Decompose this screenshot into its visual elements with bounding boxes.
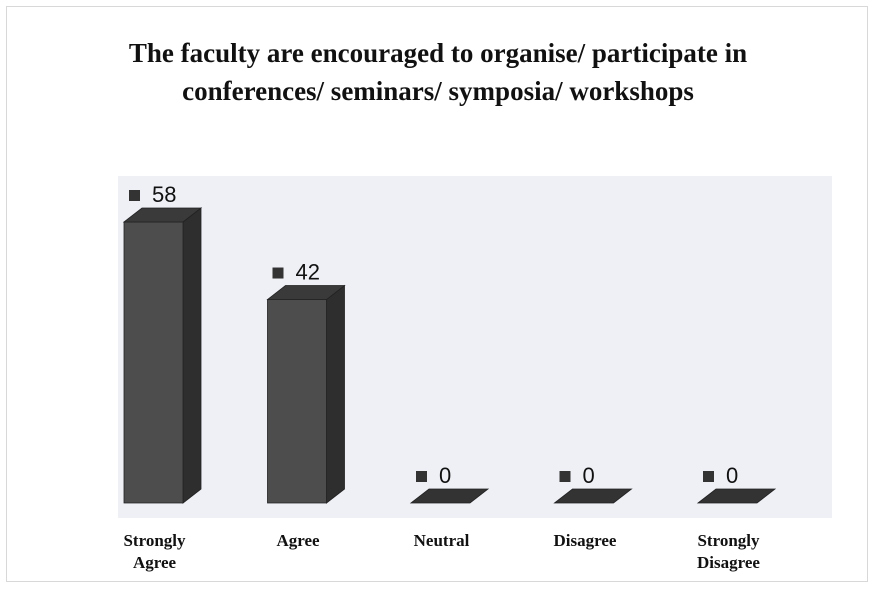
legend-key [703, 471, 714, 482]
bar [122, 207, 203, 504]
x-tick-label: Strongly Agree [123, 531, 186, 572]
bar-top [122, 207, 203, 223]
data-label: 58 [152, 182, 176, 207]
x-tick-label: Neutral [413, 531, 470, 550]
legend-key [272, 267, 284, 279]
x-tick-label: Disagree [553, 531, 617, 550]
x-tick-label: Strongly Disagree [697, 531, 760, 572]
bar [266, 284, 346, 504]
chart-title: The faculty are encouraged to organise/ … [128, 38, 748, 106]
bar [696, 488, 777, 504]
bar [553, 488, 633, 504]
data-label: 42 [296, 259, 320, 284]
chart-frame [6, 6, 868, 582]
bar-top [696, 488, 777, 504]
bar-top [266, 285, 346, 300]
plot-area [118, 176, 832, 518]
legend-key [559, 471, 571, 482]
data-label: 0 [583, 463, 595, 488]
data-label: 0 [439, 463, 451, 488]
bar-side [326, 284, 345, 504]
legend-key [129, 190, 140, 201]
bar-front [123, 221, 184, 504]
data-label: 0 [726, 463, 738, 488]
bar-top [553, 488, 633, 504]
x-tick-label: Agree [276, 531, 320, 550]
bar-front [267, 299, 327, 504]
legend-key [416, 471, 427, 482]
bar [409, 488, 490, 504]
bar-top [409, 488, 490, 504]
bar-side [182, 207, 202, 504]
